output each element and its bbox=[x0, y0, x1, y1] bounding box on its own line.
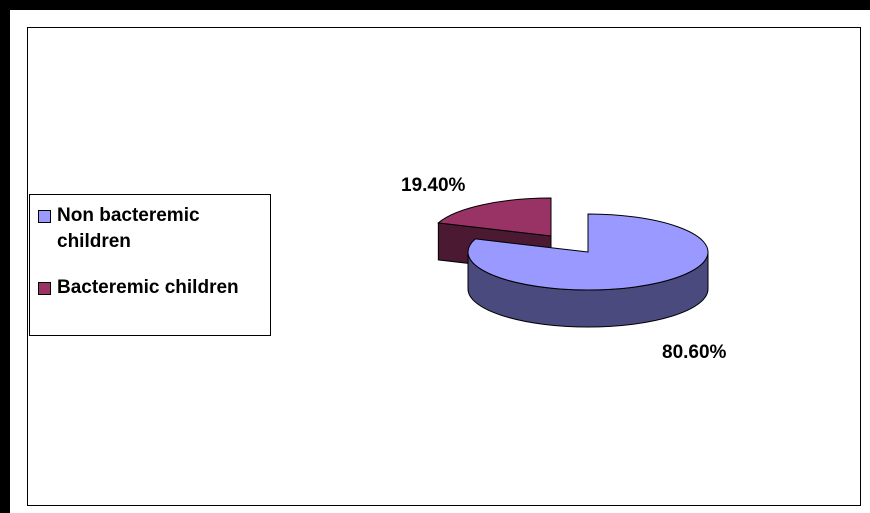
legend-label-non-bacteremic: Non bacteremic children bbox=[57, 205, 200, 252]
slice-non-bacteremic bbox=[467, 213, 709, 291]
slice-bacteremic bbox=[437, 197, 552, 237]
data-label-non-bacteremic: 80.60% bbox=[662, 342, 727, 363]
legend-item-bacteremic: Bacteremic children bbox=[38, 275, 273, 301]
data-label-bacteremic: 19.40% bbox=[401, 175, 466, 196]
legend: Non bacteremic children Bacteremic child… bbox=[29, 194, 271, 336]
legend-swatch-bacteremic bbox=[38, 282, 51, 295]
legend-item-non-bacteremic: Non bacteremic children bbox=[38, 203, 263, 255]
legend-label-bacteremic: Bacteremic children bbox=[57, 277, 239, 298]
legend-swatch-non-bacteremic bbox=[38, 210, 51, 223]
pie-group bbox=[437, 197, 709, 328]
